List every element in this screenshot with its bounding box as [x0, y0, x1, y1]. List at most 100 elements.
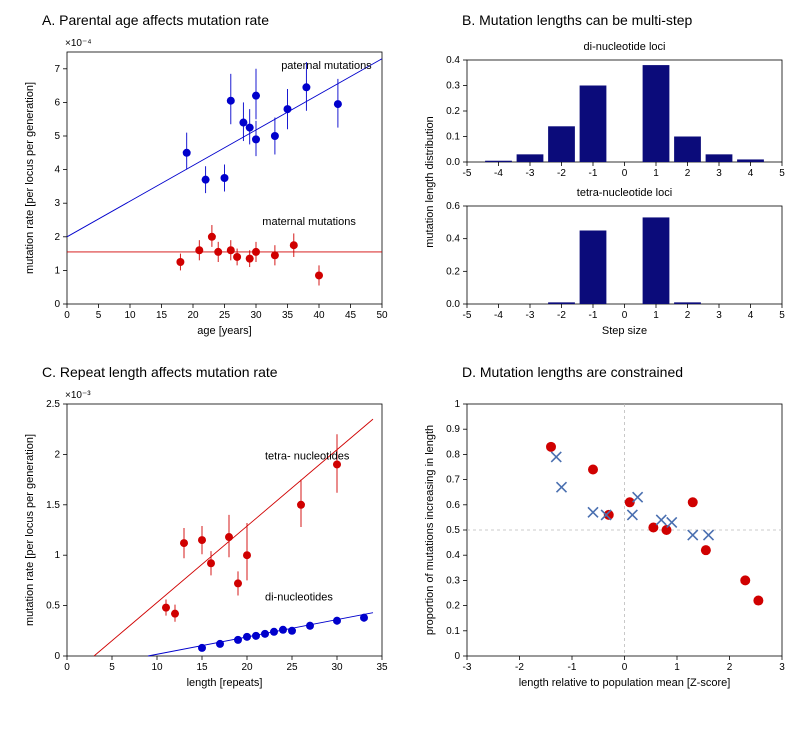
svg-text:50: 50	[376, 310, 388, 321]
svg-text:paternal mutations: paternal mutations	[281, 60, 372, 72]
svg-text:3: 3	[779, 662, 785, 673]
svg-text:maternal mutations: maternal mutations	[262, 216, 356, 228]
svg-text:7: 7	[54, 64, 60, 75]
panel-b-svg: di-nucleotide loci -5 -4 -3 -2 -1 0 1 2 3 4 5 0.0 0.1…	[412, 34, 792, 344]
svg-text:45: 45	[345, 310, 357, 321]
svg-text:0.4: 0.4	[446, 550, 460, 561]
svg-text:5: 5	[779, 310, 785, 321]
svg-text:0.9: 0.9	[446, 424, 460, 435]
svg-text:2.5: 2.5	[46, 399, 60, 410]
svg-text:30: 30	[331, 662, 343, 673]
svg-text:mutation rate [per locus per g: mutation rate [per locus per generation]	[24, 82, 36, 274]
svg-text:30: 30	[250, 310, 262, 321]
svg-text:-2: -2	[515, 662, 524, 673]
svg-text:5: 5	[54, 131, 60, 142]
svg-text:1: 1	[653, 168, 659, 179]
svg-text:0: 0	[54, 299, 60, 310]
svg-text:-1: -1	[568, 662, 577, 673]
panel-d-svg: -3-2-1012300.10.20.30.40.50.60.70.80.91l…	[412, 386, 792, 696]
panel-c-title: C. Repeat length affects mutation rate	[42, 364, 392, 380]
svg-text:0: 0	[454, 651, 460, 662]
svg-text:tetra- nucleotides: tetra- nucleotides	[265, 450, 350, 462]
svg-text:10: 10	[151, 662, 163, 673]
svg-text:0: 0	[64, 662, 70, 673]
svg-text:0.4: 0.4	[446, 234, 460, 245]
svg-text:1: 1	[454, 399, 460, 410]
svg-text:2: 2	[54, 449, 60, 460]
svg-text:-5: -5	[463, 310, 472, 321]
svg-text:proportion of mutations increa: proportion of mutations increasing in le…	[424, 425, 436, 635]
svg-text:3: 3	[716, 168, 722, 179]
panel-c-svg: 0510152025303500.511.522.5length [repeat…	[12, 386, 392, 696]
svg-text:3: 3	[54, 198, 60, 209]
svg-text:6: 6	[54, 97, 60, 108]
svg-text:0.4: 0.4	[446, 55, 460, 66]
svg-text:1.5: 1.5	[46, 500, 60, 511]
svg-text:2: 2	[685, 310, 691, 321]
svg-text:-3: -3	[526, 310, 535, 321]
svg-text:4: 4	[748, 168, 754, 179]
svg-text:5: 5	[779, 168, 785, 179]
svg-text:4: 4	[54, 165, 60, 176]
svg-text:×10⁻⁴: ×10⁻⁴	[65, 38, 92, 49]
svg-text:0.0: 0.0	[446, 299, 460, 310]
panel-a-title: A. Parental age affects mutation rate	[42, 12, 392, 28]
svg-text:×10⁻³: ×10⁻³	[65, 390, 91, 401]
svg-text:-4: -4	[494, 310, 503, 321]
panel-b-title: B. Mutation lengths can be multi-step	[462, 12, 792, 28]
svg-text:0.7: 0.7	[446, 475, 460, 486]
svg-text:3: 3	[716, 310, 722, 321]
svg-text:25: 25	[219, 310, 231, 321]
svg-text:35: 35	[282, 310, 294, 321]
svg-text:-1: -1	[589, 168, 598, 179]
svg-text:2: 2	[727, 662, 733, 673]
svg-text:-2: -2	[557, 168, 566, 179]
svg-text:length relative to population: length relative to population mean [Z-sc…	[519, 677, 731, 689]
svg-text:2: 2	[54, 232, 60, 243]
svg-text:2: 2	[685, 168, 691, 179]
svg-text:mutation length distribution: mutation length distribution	[424, 116, 436, 247]
svg-text:1: 1	[653, 310, 659, 321]
svg-text:0.2: 0.2	[446, 106, 460, 117]
svg-text:0.8: 0.8	[446, 449, 460, 460]
svg-text:0.2: 0.2	[446, 266, 460, 277]
svg-text:1: 1	[674, 662, 680, 673]
panel-d-title: D. Mutation lengths are constrained	[462, 364, 792, 380]
svg-text:length [repeats]: length [repeats]	[187, 677, 263, 689]
svg-text:25: 25	[286, 662, 298, 673]
svg-text:20: 20	[187, 310, 199, 321]
svg-text:0.6: 0.6	[446, 201, 460, 212]
svg-text:di-nucleotides: di-nucleotides	[265, 592, 333, 604]
svg-text:40: 40	[313, 310, 325, 321]
svg-text:0: 0	[54, 651, 60, 662]
svg-text:4: 4	[748, 310, 754, 321]
svg-text:mutation rate [per locus per g: mutation rate [per locus per generation]	[24, 434, 36, 626]
svg-text:-4: -4	[494, 168, 503, 179]
svg-text:20: 20	[241, 662, 253, 673]
svg-text:0: 0	[622, 310, 628, 321]
svg-text:0.3: 0.3	[446, 81, 460, 92]
svg-text:5: 5	[96, 310, 102, 321]
svg-text:0.0: 0.0	[446, 157, 460, 168]
svg-text:Step size: Step size	[602, 325, 647, 337]
svg-text:-1: -1	[589, 310, 598, 321]
panel-b: B. Mutation lengths can be multi-step di…	[412, 12, 792, 344]
svg-text:1: 1	[54, 550, 60, 561]
svg-text:15: 15	[196, 662, 208, 673]
svg-text:tetra-nucleotide loci: tetra-nucleotide loci	[577, 187, 672, 199]
panel-a-svg: 0510152025303540455001234567age [years]m…	[12, 34, 392, 344]
svg-text:35: 35	[376, 662, 388, 673]
panel-d: D. Mutation lengths are constrained -3 -2…	[412, 364, 792, 696]
figure-grid: A. Parental age affects mutation rate 0 5…	[12, 12, 788, 696]
panel-c: C. Repeat length affects mutation rate 0…	[12, 364, 392, 696]
svg-text:0.1: 0.1	[446, 132, 460, 143]
svg-text:age [years]: age [years]	[197, 325, 251, 337]
svg-text:0.3: 0.3	[446, 575, 460, 586]
svg-text:-3: -3	[463, 662, 472, 673]
svg-text:0: 0	[622, 168, 628, 179]
svg-text:1: 1	[54, 265, 60, 276]
panel-a: A. Parental age affects mutation rate 0 5…	[12, 12, 392, 344]
svg-text:di-nucleotide loci: di-nucleotide loci	[584, 41, 666, 53]
svg-text:0.1: 0.1	[446, 626, 460, 637]
svg-text:-3: -3	[526, 168, 535, 179]
